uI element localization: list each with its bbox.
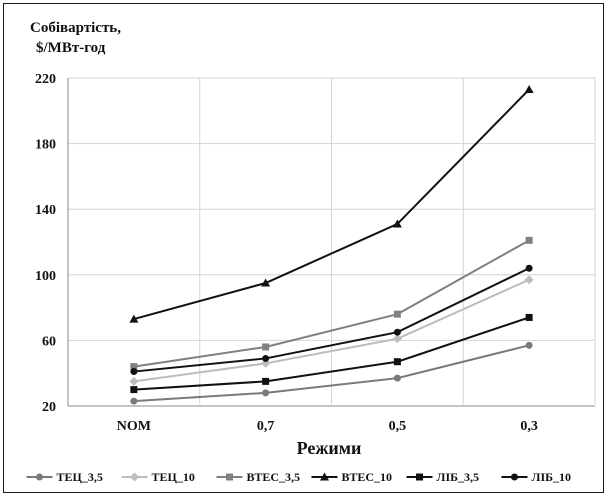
data-point-marker [393,374,401,382]
chart-title-line-1: Собівартість, [30,20,121,36]
series-lines [129,84,534,405]
x-tick-label: 0,5 [389,419,407,434]
data-point-marker [524,84,534,93]
series-6 [130,264,533,376]
data-point-marker [525,264,533,272]
series-5 [130,313,533,394]
data-point-marker [525,341,533,349]
x-axis-label: Режими [297,438,362,458]
y-tick-label: 20 [42,400,56,415]
data-point-marker [393,358,401,366]
x-tick-label: NOM [117,419,151,434]
data-point-marker [129,314,139,323]
data-point-marker [130,363,138,371]
data-point-marker [524,275,534,285]
data-point-marker [262,354,270,362]
x-tick-label: 0,3 [520,419,538,434]
legend-entry: ТЕЦ_10 [121,470,195,484]
y-tick-label: 140 [35,203,56,218]
y-tick-labels: 20 60 100 140 180 220 [35,72,56,415]
series-line [133,316,530,391]
y-tick-label: 100 [35,269,56,284]
legend-label: ЛІБ_10 [532,470,572,484]
legend-entry: ЛІБ_3,5 [406,470,480,484]
legend-entry: ВТЕС_3,5 [216,470,301,484]
series-line [133,344,530,403]
legend-entry: ТЕЦ_3,5 [26,470,103,484]
data-point-marker [261,278,271,287]
legend-entry: ЛІБ_10 [501,470,572,484]
series-4 [129,84,534,323]
legend: ТЕЦ_3,5 ТЕЦ_10 ВТЕС_3,5 ВТЕС_10 ЛІБ_3,5 ЛІБ_1… [26,470,572,484]
legend-label: ТЕЦ_3,5 [57,470,103,484]
series-1 [130,341,533,405]
y-tick-label: 180 [35,138,56,153]
data-point-marker [262,377,270,385]
data-point-marker [262,389,270,397]
data-point-marker [392,219,402,228]
data-point-marker [525,236,533,244]
y-tick-label: 60 [42,334,56,349]
data-point-marker [392,334,402,344]
data-point-marker [130,368,138,376]
data-point-marker [130,397,138,405]
series-line [133,267,530,373]
data-point-marker [320,472,329,481]
series-line [133,278,530,383]
legend-label: ТЕЦ_10 [152,470,195,484]
legend-label: ВТЕС_3,5 [247,470,301,484]
series-3 [130,236,533,371]
data-point-marker [525,313,533,321]
series-line [133,88,530,321]
data-point-marker [130,472,139,482]
chart-frame [3,3,604,493]
legend-label: ВТЕС_10 [342,470,393,484]
data-point-marker [129,376,139,386]
grid [67,77,596,407]
x-tick-labels: NOM 0,7 0,5 0,3 [117,419,538,434]
chart-title-line-2: $/МВт-год [36,40,106,56]
data-point-marker [262,343,270,351]
data-point-marker [393,310,401,318]
y-tick-label: 220 [35,72,56,87]
data-point-marker [511,473,518,481]
data-point-marker [416,473,423,481]
legend-entry: ВТЕС_10 [311,470,393,484]
data-point-marker [36,473,43,481]
legend-label: ЛІБ_3,5 [437,470,480,484]
data-point-marker [226,473,233,481]
data-point-marker [130,386,138,394]
data-point-marker [393,328,401,336]
x-tick-label: 0,7 [257,419,275,434]
series-line [133,239,530,368]
